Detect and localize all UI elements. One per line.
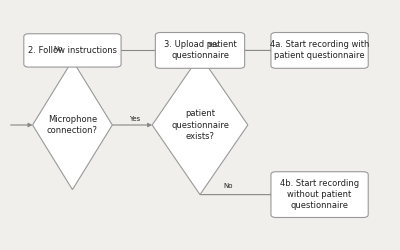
FancyBboxPatch shape [24, 34, 121, 67]
Text: Microphone
connection?: Microphone connection? [47, 115, 98, 135]
Text: 4a. Start recording with
patient questionnaire: 4a. Start recording with patient questio… [270, 40, 369, 60]
Text: 3. Upload patient
questionnaire: 3. Upload patient questionnaire [164, 40, 236, 60]
Text: Yes: Yes [207, 42, 218, 48]
Text: 2. Follow instructions: 2. Follow instructions [28, 46, 117, 55]
Text: 4b. Start recording
without patient
questionnaire: 4b. Start recording without patient ques… [280, 179, 359, 210]
FancyBboxPatch shape [271, 32, 368, 68]
Text: No: No [54, 46, 63, 52]
Text: No: No [223, 183, 233, 189]
Text: Yes: Yes [129, 116, 140, 122]
Polygon shape [32, 60, 112, 190]
Polygon shape [152, 56, 248, 194]
FancyBboxPatch shape [155, 32, 245, 68]
FancyBboxPatch shape [271, 172, 368, 218]
Text: patient
questionnaire
exists?: patient questionnaire exists? [171, 110, 229, 140]
